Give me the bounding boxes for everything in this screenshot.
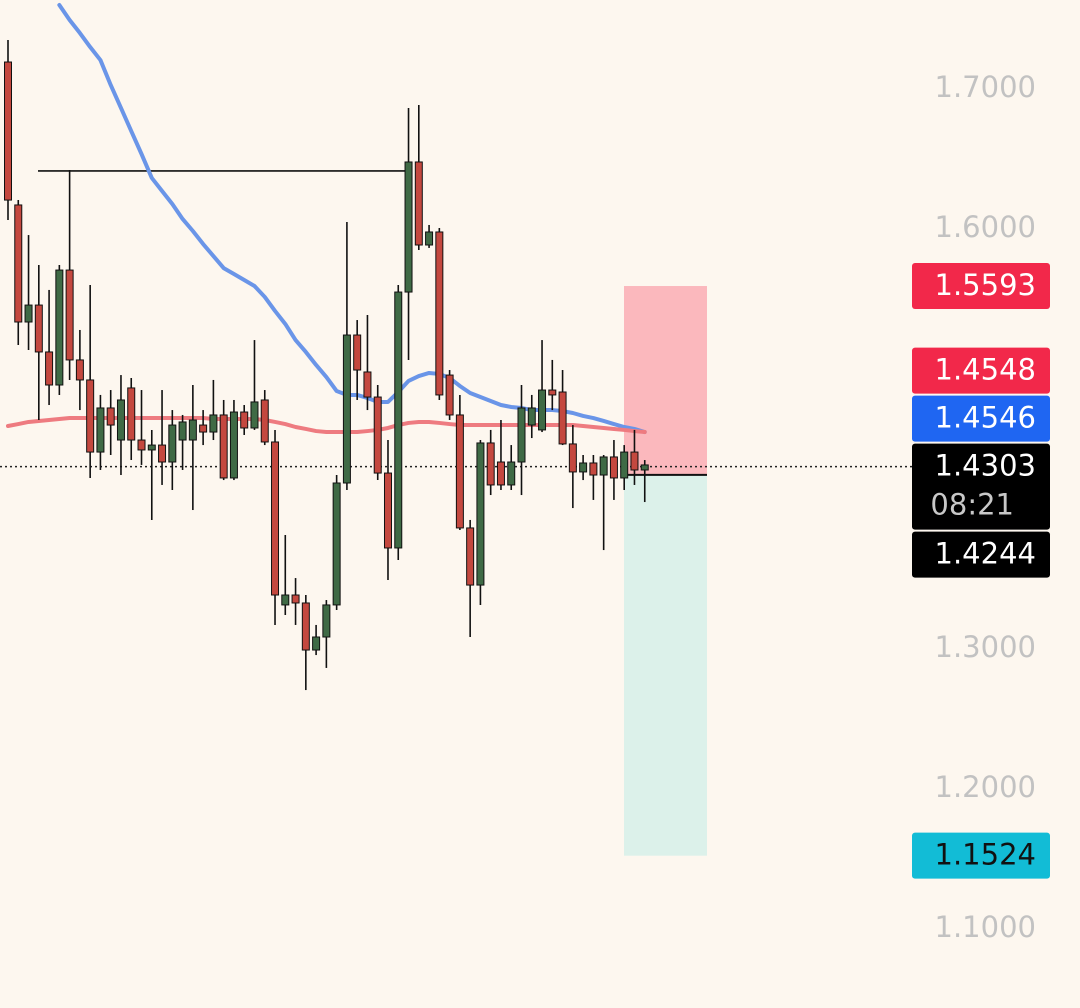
candle-body [301,602,310,651]
candle-body [86,379,95,453]
candle-body [599,456,608,476]
candle-body [517,407,526,463]
candle-body [199,424,208,433]
candle-body [291,594,300,604]
countdown-label: 08:21 [930,488,1014,522]
y-tick-label: 1.7000 [935,70,1036,104]
candle-body [383,472,392,549]
price-label: 1.4244 [935,537,1036,571]
candle-body [250,401,259,429]
candle-body [538,389,547,431]
candle-body [281,594,290,606]
candle-body [158,444,167,463]
candle-body [147,444,156,451]
candle-body [106,407,115,426]
candle-body [137,439,146,451]
candle-body [24,304,33,323]
candle-body [168,424,177,463]
candle-body [486,442,495,486]
candle-body [496,461,505,486]
price-axis: 1.7000 1.6000 1.3000 1.2000 1.1000 1.5593 1.45… [912,70,1050,944]
candle-body [609,456,618,479]
candle-body [558,391,567,445]
candle-body [353,334,362,371]
candle-body [219,414,228,479]
plot-area [0,3,912,856]
candle-body [548,389,557,396]
price-label-box [912,832,1050,879]
candle-body [271,441,280,596]
candle-body [373,396,382,474]
candle-body [332,482,341,606]
candle-body [589,462,598,476]
price-label-box [912,263,1050,310]
candle-body [209,414,218,433]
price-label: 1.4303 [935,449,1036,483]
candle-body [414,161,423,246]
candle-body [579,462,588,473]
candle-body [630,451,639,471]
candle-body [363,371,372,398]
price-label-box [912,395,1050,442]
candle-body [527,407,536,426]
price-label-box [912,443,1050,530]
candle-body [96,407,105,453]
candle-body [620,451,629,479]
candle-body [188,419,197,441]
candle-body [435,231,444,396]
candle-body [404,161,413,293]
candle-body [75,359,84,381]
price-label: 1.5593 [935,268,1036,302]
moving-average-line [57,3,647,435]
candle-body [568,443,577,473]
candle-body [466,527,475,586]
candle-body [229,411,238,479]
candle-body [394,291,403,549]
y-tick-label: 1.6000 [935,210,1036,244]
candle-body [178,421,187,441]
candle-body [240,411,249,429]
candle-body [425,231,434,246]
candle-body [55,269,64,386]
candle-body [45,351,54,386]
candle-body [445,374,454,416]
candle-body [455,414,464,529]
candle-body [507,461,516,486]
candle-body [127,387,136,441]
candle-body [14,204,23,323]
y-tick-label: 1.3000 [935,630,1036,664]
risk-zone [624,286,707,475]
candle-body [65,269,74,361]
candle-body [322,604,331,638]
reward-zone [624,474,707,856]
candle-body [640,464,649,471]
price-label-box [912,347,1050,394]
candle-body [342,334,351,484]
candle-body [476,442,485,586]
candle-body [4,61,12,201]
candle-body [260,399,269,443]
price-label-box [912,531,1050,578]
price-label: 1.4546 [935,401,1036,435]
y-tick-label: 1.1000 [935,910,1036,944]
price-label: 1.4548 [935,353,1036,387]
candle-body [312,636,321,651]
price-label: 1.1524 [935,838,1036,872]
y-tick-label: 1.2000 [935,770,1036,804]
candle-body [116,399,125,441]
candle-body [34,304,43,353]
